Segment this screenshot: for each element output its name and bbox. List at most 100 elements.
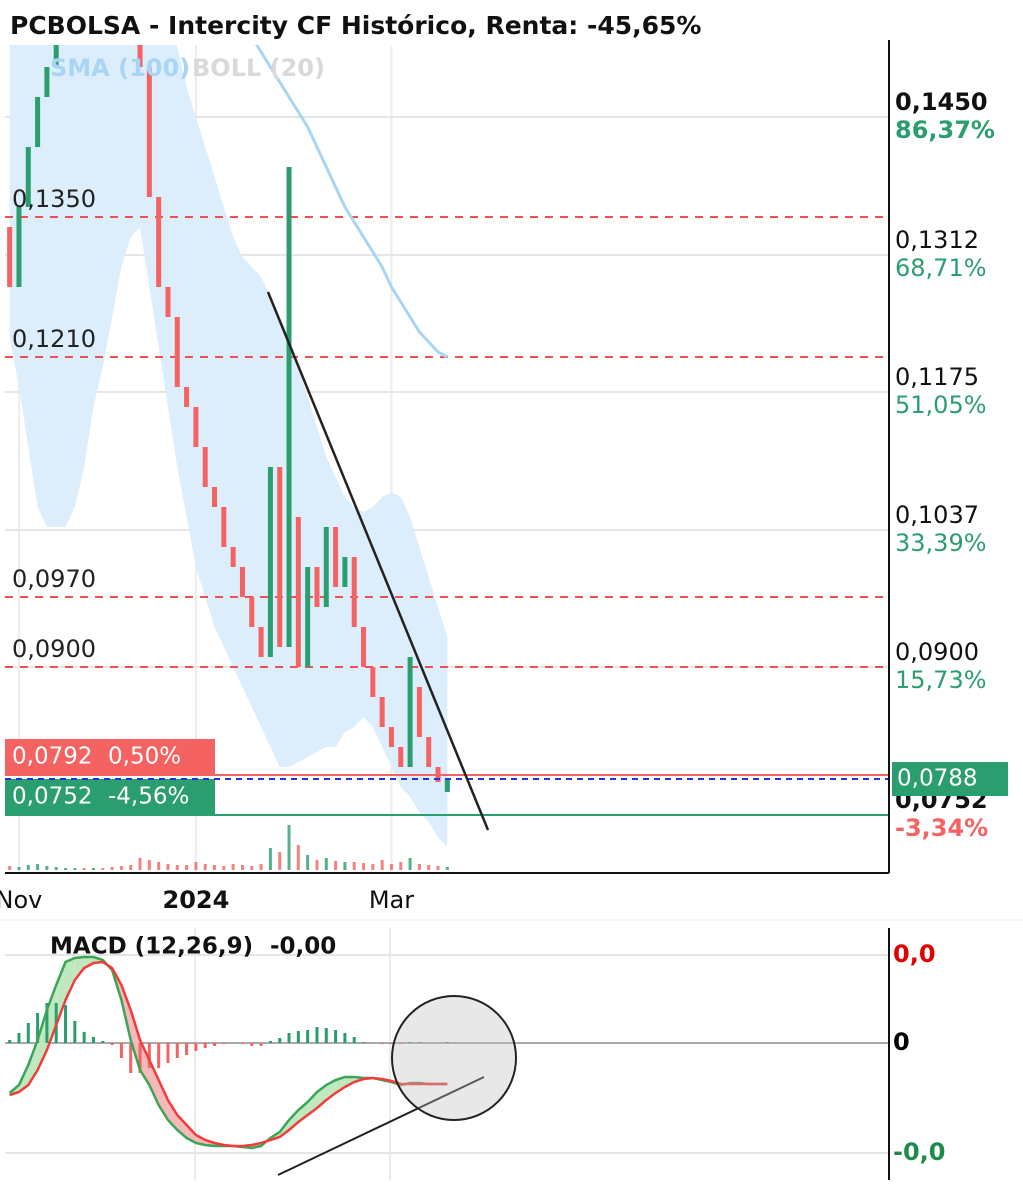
price-box — [5, 739, 215, 775]
candle-body — [286, 167, 292, 647]
bollinger-band — [9, 45, 448, 847]
histogram-bar — [175, 1043, 179, 1058]
volume-bar — [119, 866, 123, 870]
y-tick-change: 33,39% — [895, 529, 987, 557]
histogram-bar — [36, 1013, 40, 1043]
histogram-bar — [119, 1043, 123, 1058]
histogram-bar — [278, 1038, 282, 1043]
histogram-bar — [445, 1042, 449, 1043]
y-tick-label: -0,0 — [893, 1138, 945, 1166]
histogram-bar — [315, 1027, 319, 1043]
price-box — [5, 779, 215, 815]
candle-body — [277, 467, 283, 647]
volume-bar — [287, 825, 291, 870]
last-price-label: 0,0788 — [897, 766, 977, 792]
volume-bar — [278, 852, 282, 870]
trend-line — [277, 1076, 485, 1176]
histogram-bar — [408, 1042, 412, 1043]
y-tick-change: 15,73% — [895, 666, 987, 694]
histogram-bar — [362, 1042, 366, 1043]
histogram-bar — [166, 1043, 170, 1063]
histogram-bar — [389, 1043, 393, 1044]
volume-bar — [54, 867, 58, 870]
histogram-bar — [306, 1030, 310, 1043]
histogram-bar — [417, 1042, 421, 1043]
volume-bar — [45, 866, 49, 870]
volume-bar — [240, 865, 244, 870]
volume-bar — [110, 867, 114, 870]
candle-body — [398, 747, 404, 767]
histogram-bar — [26, 1023, 30, 1043]
y-tick-label: 0,1312 — [895, 226, 979, 254]
volume-bar — [445, 867, 449, 870]
histogram-bar — [296, 1031, 300, 1043]
crossover-fill — [158, 1080, 168, 1120]
candle-body — [221, 507, 227, 547]
candle-body — [137, 45, 143, 67]
candle-body — [184, 387, 190, 407]
volume-bar — [101, 868, 105, 870]
price-box-label: 0,0752 — [12, 784, 92, 810]
candle-body — [305, 567, 311, 667]
volume-bar — [138, 858, 142, 870]
candle-body — [193, 407, 199, 447]
crossover-fill — [74, 957, 85, 980]
signal-line — [9, 960, 448, 1148]
high-label: 0,1450 — [895, 88, 988, 116]
candle-body — [230, 547, 236, 567]
volume-bar — [436, 866, 440, 870]
last-price-tag — [892, 762, 1008, 796]
crossover-fill — [65, 958, 75, 1000]
price-plot — [5, 45, 888, 872]
candle-body — [407, 657, 413, 767]
volume-bar — [129, 865, 133, 870]
macd-current: -0,00 — [270, 934, 336, 960]
volume-bar — [17, 867, 21, 870]
crossover-fill — [335, 1077, 345, 1093]
legend-item: SMA (100) — [50, 54, 190, 82]
price-box-change: -4,56% — [108, 784, 189, 810]
volume-bar — [389, 864, 393, 870]
macd-title: MACD (12,26,9) — [50, 934, 253, 960]
volume-bar — [306, 855, 310, 870]
crossover-fill — [130, 1010, 141, 1070]
volume-bar — [36, 864, 40, 870]
histogram-bar — [185, 1043, 189, 1055]
candle-body — [388, 727, 394, 747]
histogram-bar — [17, 1033, 21, 1043]
histogram-bar — [129, 1043, 133, 1073]
histogram-bar — [380, 1043, 384, 1044]
histogram-bar — [334, 1030, 338, 1043]
volume-bar — [175, 865, 179, 870]
crossover-fill — [149, 1060, 159, 1105]
sma-line — [254, 45, 449, 359]
candle-body — [351, 557, 357, 627]
y-tick-label: 0,0900 — [895, 638, 979, 666]
low-change: -3,34% — [895, 814, 988, 842]
y-tick-label: 0,1175 — [895, 363, 979, 391]
volume-bar — [185, 865, 189, 870]
volume-bar — [343, 862, 347, 870]
histogram-bar — [91, 1037, 95, 1043]
level-label: 0,1350 — [12, 185, 96, 213]
histogram-bar — [138, 1043, 142, 1073]
volume-bar — [250, 866, 254, 870]
volume-bar — [157, 862, 161, 870]
histogram-bar — [240, 1043, 244, 1044]
candle-body — [416, 687, 422, 737]
crossover-fill — [298, 1102, 308, 1122]
histogram-bar — [73, 1021, 77, 1043]
volume-bar — [166, 864, 170, 870]
volume-bar — [268, 848, 272, 870]
histogram-bar — [45, 1003, 49, 1043]
y-tick-change: 51,05% — [895, 391, 987, 419]
candle-body — [165, 287, 171, 317]
candle-body — [295, 517, 301, 667]
histogram-bar — [157, 1043, 161, 1068]
histogram-bar — [268, 1041, 272, 1043]
volume-bar — [399, 862, 403, 870]
histogram-bar — [324, 1028, 328, 1043]
volume-bar — [26, 865, 30, 870]
